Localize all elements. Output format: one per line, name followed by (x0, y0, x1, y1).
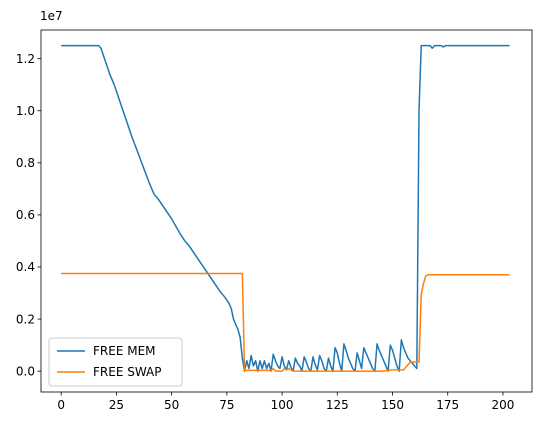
y-tick-label: 1.0 (16, 104, 35, 118)
series-line-1 (61, 44, 510, 372)
y-tick-label: 0.0 (16, 364, 35, 378)
series-line-2 (61, 272, 510, 372)
y-tick-label: 0.2 (16, 312, 35, 326)
x-tick-label: 175 (436, 398, 459, 412)
y-axis-offset-label: 1e7 (40, 9, 63, 23)
y-tick-label: 0.8 (16, 156, 35, 170)
y-tick-label: 1.2 (16, 52, 35, 66)
legend-box (48, 337, 183, 387)
legend-label-2: FREE SWAP (93, 365, 162, 379)
x-tick-label: 150 (381, 398, 404, 412)
legend-label-1: FREE MEM (93, 344, 156, 358)
x-tick-label: 125 (326, 398, 349, 412)
x-tick-label: 50 (164, 398, 179, 412)
plot-area (61, 44, 510, 372)
axes-frame (40, 29, 533, 393)
y-tick-label: 0.6 (16, 208, 35, 222)
x-tick-label: 0 (57, 398, 65, 412)
x-tick-label: 200 (492, 398, 515, 412)
y-tick-label: 0.4 (16, 260, 35, 274)
y-axis: 0.0 0.2 0.4 0.6 0.8 1.0 1.2 (16, 52, 41, 378)
x-tick-label: 75 (219, 398, 234, 412)
legend: FREE MEM FREE SWAP (48, 337, 183, 387)
x-tick-label: 100 (271, 398, 294, 412)
x-tick-label: 25 (109, 398, 124, 412)
x-axis: 0 25 50 75 100 125 150 175 200 (57, 392, 514, 412)
